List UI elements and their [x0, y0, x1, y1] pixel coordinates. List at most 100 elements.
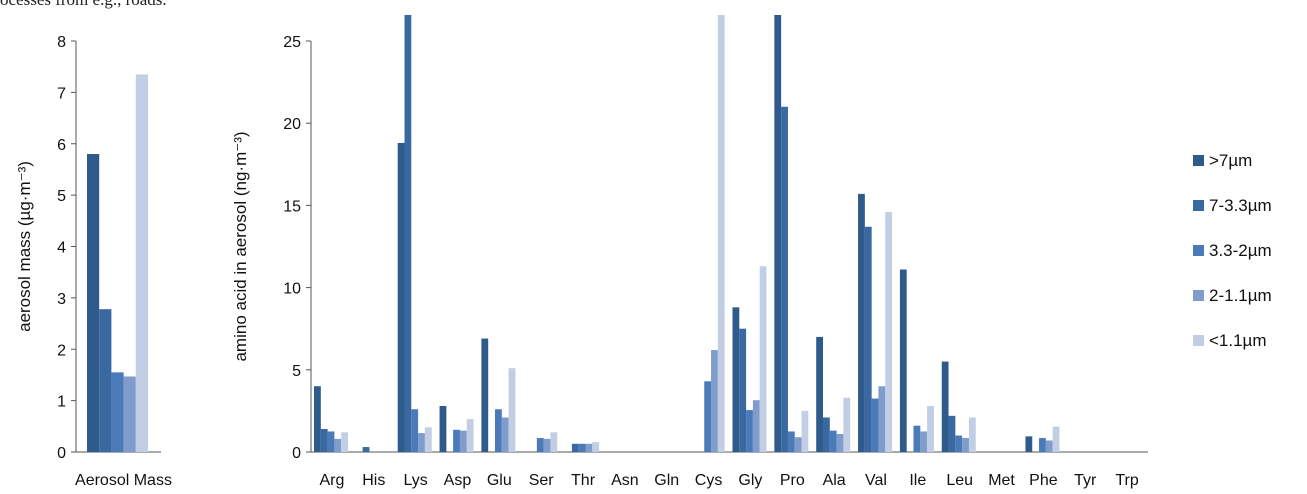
x-tick-label: Aerosol Mass — [75, 472, 172, 489]
bar — [899, 269, 907, 452]
bar — [759, 266, 767, 452]
bar — [334, 438, 342, 452]
bar — [732, 307, 740, 452]
y-tick-label: 5 — [57, 188, 66, 205]
bar — [508, 368, 516, 452]
bar — [111, 372, 124, 452]
bar — [397, 142, 405, 453]
x-tick-label: Asp — [444, 472, 472, 489]
y-tick-label: 8 — [57, 34, 66, 51]
bar — [592, 442, 600, 452]
x-tick-label: Leu — [946, 472, 973, 489]
bar — [829, 430, 837, 452]
y-tick-label: 6 — [57, 137, 66, 154]
bar — [439, 405, 447, 452]
bar — [752, 400, 760, 452]
bar — [801, 410, 809, 452]
bar — [1039, 438, 1046, 452]
y-tick-label: 7 — [57, 85, 66, 102]
bar — [864, 226, 872, 452]
bar — [327, 431, 335, 452]
x-tick-label: Cys — [695, 472, 723, 489]
x-tick-label: Gly — [738, 472, 762, 489]
bar — [739, 328, 747, 452]
bar — [135, 74, 148, 453]
bar — [501, 417, 509, 452]
bar — [550, 432, 558, 452]
legend-swatch — [1193, 245, 1204, 256]
y-tick-label: 4 — [57, 240, 66, 257]
x-tick-label: Gln — [654, 472, 679, 489]
bar — [453, 429, 460, 452]
bar — [404, 15, 412, 452]
amino-acid-chart: 0 5 10 15 20 25 amino acid in aerosol (ng·m⁻³)… — [231, 15, 1148, 489]
bar — [481, 338, 489, 452]
y-tick-label: 1 — [57, 394, 66, 411]
bar — [1025, 436, 1033, 452]
bar — [858, 193, 865, 452]
x-tick-label: His — [362, 472, 385, 489]
y-axis-label: aerosol mass (µg·m⁻³) — [15, 161, 34, 332]
bar — [948, 415, 956, 452]
bar — [466, 419, 474, 452]
x-tick-label: Ser — [529, 472, 555, 489]
bar — [843, 397, 851, 452]
bar — [571, 443, 579, 452]
legend: >7µm 7-3.3µm 3.3-2µm 2-1.1µm <1.1µm — [1193, 151, 1272, 350]
bar — [962, 438, 969, 452]
legend-label: <1.1µm — [1209, 331, 1267, 350]
x-tick-label: Lys — [403, 472, 427, 489]
bar — [87, 154, 100, 452]
bar — [341, 432, 348, 452]
bar — [794, 437, 802, 452]
y-tick-label: 2 — [57, 342, 66, 359]
bar — [885, 211, 893, 452]
y-tick-label: 20 — [283, 116, 301, 133]
legend-swatch — [1193, 290, 1204, 301]
bar — [717, 15, 725, 452]
header-text: ocesses from e.g., roads. — [0, 0, 167, 10]
bar — [816, 336, 823, 452]
bar — [123, 376, 136, 452]
y-tick-label: 0 — [292, 445, 301, 462]
bar — [495, 409, 502, 452]
y-tick-label: 5 — [292, 363, 301, 380]
bar — [543, 438, 551, 452]
bar — [927, 405, 934, 452]
legend-label: 2-1.1µm — [1209, 286, 1272, 305]
x-tick-label: Ala — [823, 472, 846, 489]
x-tick-label: Phe — [1029, 472, 1058, 489]
legend-label: 7-3.3µm — [1209, 196, 1272, 215]
x-tick-label: Met — [988, 472, 1015, 489]
bar — [704, 381, 712, 452]
bar — [459, 430, 467, 452]
legend-swatch — [1193, 155, 1204, 166]
bar — [774, 15, 782, 452]
bar — [1045, 440, 1053, 452]
legend-swatch — [1193, 200, 1204, 211]
bar — [968, 417, 976, 452]
bar — [411, 409, 419, 452]
y-tick-label: 25 — [283, 34, 301, 51]
x-tick-label: Trp — [1115, 472, 1139, 489]
x-tick-label: Arg — [319, 472, 344, 489]
bar — [955, 435, 963, 452]
bar — [836, 433, 844, 452]
bar — [781, 106, 788, 452]
bar — [913, 425, 921, 452]
bar — [424, 427, 432, 452]
bar — [871, 398, 879, 452]
bar — [878, 386, 886, 452]
bar — [941, 361, 949, 452]
legend-label: 3.3-2µm — [1209, 241, 1272, 260]
y-tick-label: 15 — [283, 198, 301, 215]
aerosol-mass-chart: 0 1 2 3 4 5 6 7 8 aerosol mass (µg·m⁻³) Aerosol Ma… — [15, 34, 172, 489]
y-tick-label: 0 — [57, 445, 66, 462]
x-tick-label: Glu — [487, 472, 512, 489]
bar — [418, 433, 425, 452]
x-tick-label: Thr — [571, 472, 596, 489]
y-axis-label: amino acid in aerosol (ng·m⁻³) — [231, 131, 250, 361]
bar — [362, 447, 370, 452]
x-tick-label: Asn — [611, 472, 639, 489]
bar — [920, 431, 928, 452]
